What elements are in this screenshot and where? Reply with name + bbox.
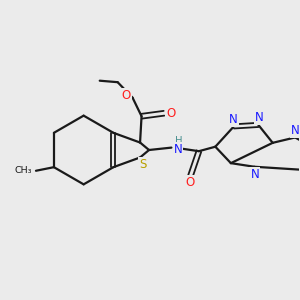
Text: H: H	[175, 136, 183, 146]
Text: N: N	[255, 111, 263, 124]
Text: O: O	[122, 89, 130, 102]
Text: S: S	[139, 158, 146, 171]
Text: N: N	[174, 142, 182, 156]
Text: O: O	[166, 107, 175, 120]
Text: CH₃: CH₃	[15, 166, 32, 175]
Text: O: O	[185, 176, 195, 189]
Text: N: N	[229, 113, 238, 126]
Text: N: N	[250, 168, 259, 181]
Text: N: N	[291, 124, 300, 137]
